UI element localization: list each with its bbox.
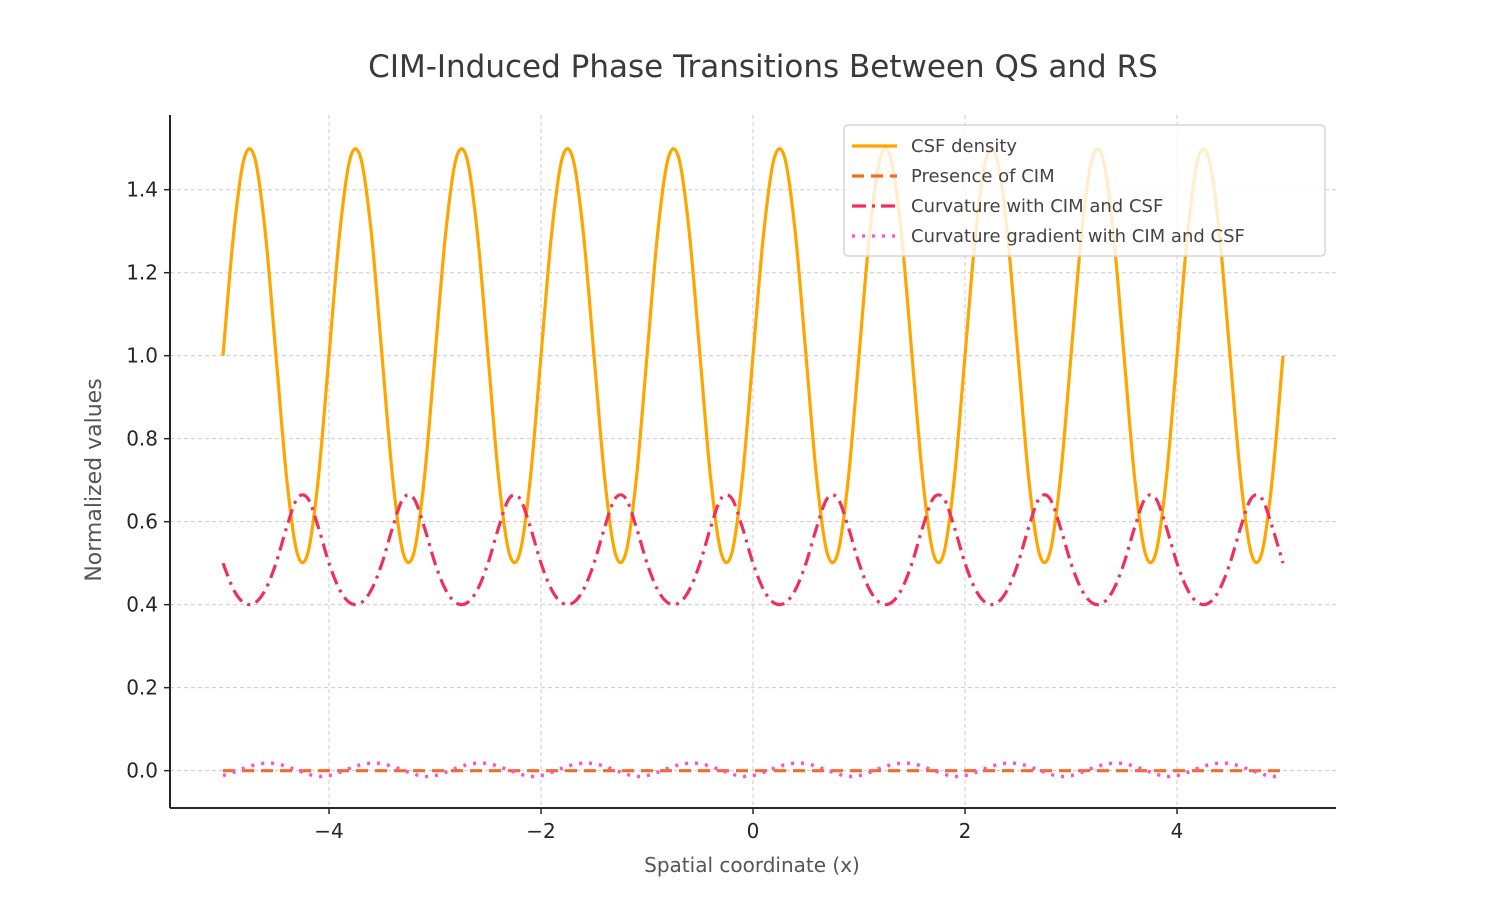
- legend-frame: [843, 124, 1326, 257]
- x-tick-label: 2: [959, 819, 972, 843]
- y-tick-label: 1.0: [126, 344, 158, 368]
- legend-label: Curvature gradient with CIM and CSF: [911, 226, 1245, 247]
- legend: CSF density Presence of CIM Curvature with…: [843, 124, 1326, 257]
- y-tick-label: 1.2: [126, 261, 158, 285]
- x-tick-label: −2: [526, 819, 555, 843]
- y-ticks: 0.0 0.2 0.4 0.6 0.8 1.0 1.2 1.4: [126, 178, 170, 783]
- x-ticks: −4 −2 0 2 4: [314, 808, 1183, 843]
- x-axis-label: Spatial coordinate (x): [644, 853, 860, 877]
- y-axis-label: Normalized values: [82, 378, 107, 581]
- legend-label: Curvature with CIM and CSF: [911, 196, 1163, 217]
- legend-label: Presence of CIM: [911, 166, 1055, 187]
- y-tick-label: 0.0: [126, 759, 158, 783]
- x-tick-label: 4: [1171, 819, 1184, 843]
- legend-label: CSF density: [911, 136, 1017, 157]
- y-tick-label: 1.4: [126, 178, 158, 202]
- y-tick-label: 0.8: [126, 427, 158, 451]
- chart-title: CIM-Induced Phase Transitions Between QS…: [368, 49, 1158, 85]
- x-tick-label: 0: [747, 819, 760, 843]
- series-line-2: [221, 493, 1285, 607]
- y-tick-label: 0.6: [126, 510, 158, 534]
- x-tick-label: −4: [314, 819, 343, 843]
- y-tick-label: 0.4: [126, 593, 158, 617]
- y-tick-label: 0.2: [126, 676, 158, 700]
